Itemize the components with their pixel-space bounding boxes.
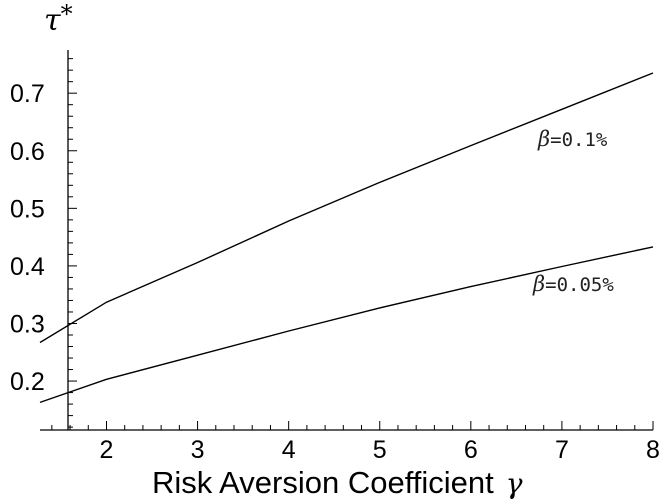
series-line-1	[39, 72, 654, 344]
x-tick-label: 8	[646, 436, 660, 464]
series-label-symbol: β	[537, 127, 550, 151]
y-tick-label: 0.4	[10, 253, 45, 281]
series-group: β=0.1%β=0.05%	[39, 72, 654, 404]
x-tick-label: 5	[373, 436, 387, 464]
y-tick-label: 0.2	[10, 368, 45, 396]
x-axis-title-symbol: γ	[506, 467, 523, 499]
x-axis: 2 3 4 5 6 7 8	[40, 421, 660, 464]
y-tick-label: 0.5	[10, 195, 45, 223]
y-axis-title: τ*	[44, 0, 73, 38]
x-tick-label: 6	[464, 436, 478, 464]
x-tick-label: 2	[100, 436, 114, 464]
series-label-1: β=0.1%	[537, 127, 608, 151]
y-axis-title-symbol: τ	[44, 3, 61, 38]
series-label-symbol: β	[532, 272, 545, 296]
y-axis-title-superscript: *	[61, 0, 73, 28]
y-tick-label: 0.6	[10, 138, 45, 166]
y-ticks: 0.2 0.3 0.4 0.5 0.6 0.7	[10, 58, 77, 428]
x-axis-title-text: Risk Aversion Coefficient	[152, 465, 494, 499]
x-tick-label: 3	[191, 436, 205, 464]
x-axis-title: Risk Aversion Coefficient γ	[152, 465, 523, 499]
x-tick-label: 7	[555, 436, 569, 464]
series-label-value: =0.1%	[550, 129, 608, 151]
y-tick-label: 0.7	[10, 80, 45, 108]
x-ticks: 2 3 4 5 6 7 8	[51, 421, 660, 464]
y-axis: 0.2 0.3 0.4 0.5 0.6 0.7	[10, 50, 77, 430]
series-line-2	[39, 246, 654, 404]
series-label-value: =0.05%	[545, 274, 614, 296]
series-label-2: β=0.05%	[532, 272, 614, 296]
y-tick-label: 0.3	[10, 310, 45, 338]
x-tick-label: 4	[282, 436, 296, 464]
